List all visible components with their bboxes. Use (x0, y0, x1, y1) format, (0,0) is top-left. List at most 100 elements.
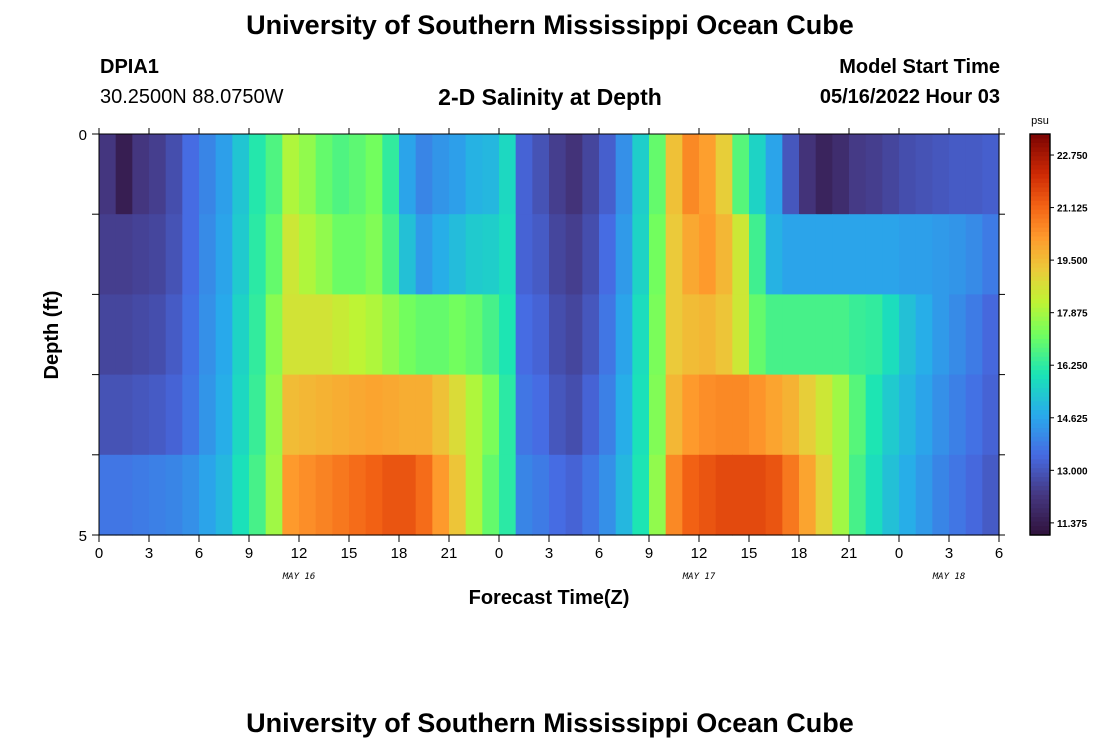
heatmap-cell (265, 294, 283, 376)
colorbar-step (1030, 436, 1050, 443)
colorbar-step (1030, 401, 1050, 407)
heatmap-cell (515, 294, 533, 376)
heatmap-cell (765, 294, 783, 376)
colorbar-step (1030, 379, 1050, 385)
heatmap-cell (749, 454, 767, 536)
heatmap-cell (265, 134, 283, 215)
x-tick-label: 3 (945, 545, 953, 562)
x-tick-label: 9 (245, 545, 253, 562)
heatmap-cell (465, 294, 483, 376)
heatmap-cell (899, 454, 917, 536)
heatmap-cell (265, 374, 283, 456)
colorbar-step (1030, 218, 1050, 224)
colorbar-step (1030, 472, 1050, 478)
heatmap-cell (449, 134, 467, 215)
heatmap-cell (432, 214, 450, 295)
heatmap-cell (332, 294, 350, 376)
colorbar-step (1030, 276, 1050, 282)
heatmap-cell (799, 214, 817, 295)
heatmap-cell (349, 294, 367, 376)
heatmap-cell (549, 374, 567, 456)
heatmap-cell (982, 134, 1000, 215)
x-tick-label: 3 (545, 545, 553, 562)
colorbar-step (1030, 285, 1050, 291)
heatmap-cell (165, 294, 183, 376)
heatmap-cell (99, 134, 117, 215)
heatmap-cell (415, 374, 433, 456)
heatmap-cell (115, 134, 133, 215)
heatmap-cell (382, 454, 400, 536)
heatmap-cell (915, 374, 933, 456)
heatmap-cell (782, 374, 800, 456)
main-title: University of Southern Mississippi Ocean… (246, 10, 854, 40)
heatmap-cell (932, 134, 950, 215)
heatmap-cell (832, 134, 850, 215)
heatmap-cell (599, 294, 617, 376)
heatmap-cell (582, 374, 600, 456)
y-axis-label: Depth (ft) (41, 291, 63, 380)
heatmap-cell (815, 454, 833, 536)
heatmap-axes: 0 3 6 9 12 15 18 21 0 3 6 9 12 15 18 21 0 3 6 MAY 16 MAY 17 M… (79, 127, 1005, 582)
heatmap-cell (132, 454, 150, 536)
heatmap-cell (799, 374, 817, 456)
heatmap-cell (515, 134, 533, 215)
heatmap-cell (449, 214, 467, 295)
heatmap-cell (682, 374, 700, 456)
colorbar-step (1030, 254, 1050, 260)
heatmap-cell (632, 134, 650, 215)
colorbar-step (1030, 187, 1050, 193)
heatmap-cell (749, 134, 767, 215)
heatmap-cell (499, 454, 517, 536)
heatmap-cell (682, 134, 700, 215)
colorbar-step (1030, 325, 1050, 331)
heatmap-cell (232, 454, 250, 536)
heatmap-cell (682, 294, 700, 376)
colorbar-step (1030, 361, 1050, 367)
colorbar-step (1030, 365, 1050, 371)
heatmap-cell (949, 134, 967, 215)
heatmap-cell (832, 294, 850, 376)
heatmap-cell (249, 374, 267, 456)
colorbar-step (1030, 200, 1050, 206)
colorbar-step (1030, 165, 1050, 171)
heatmap-cell (915, 454, 933, 536)
heatmap-cell (982, 374, 1000, 456)
heatmap-cell (382, 214, 400, 295)
colorbar-step (1030, 267, 1050, 273)
colorbar-step (1030, 499, 1050, 505)
heatmap-cell (699, 374, 717, 456)
colorbar-unit-label: psu (1031, 115, 1049, 127)
heatmap-cell (299, 134, 317, 215)
heatmap-cell (599, 454, 617, 536)
colorbar-step (1030, 178, 1050, 184)
heatmap-cell (215, 294, 233, 376)
heatmap-cell (765, 454, 783, 536)
heatmap-cell (382, 294, 400, 376)
heatmap-cell (782, 214, 800, 295)
heatmap-cell (232, 294, 250, 376)
colorbar-step (1030, 183, 1050, 189)
heatmap-cell (349, 374, 367, 456)
heatmap-cell (715, 374, 733, 456)
heatmap-cell (665, 454, 683, 536)
heatmap-cell (99, 454, 117, 536)
heatmap-cell (965, 374, 983, 456)
heatmap-cell (732, 374, 750, 456)
heatmap-cell (849, 134, 867, 215)
model-start-label: Model Start Time (839, 56, 1000, 78)
heatmap-cell (665, 134, 683, 215)
heatmap-cell (315, 294, 333, 376)
colorbar-step (1030, 330, 1050, 336)
colorbar-step (1030, 352, 1050, 358)
heatmap-cell (832, 374, 850, 456)
heatmap-cell (932, 454, 950, 536)
colorbar-step (1030, 160, 1050, 166)
x-tick-label: 12 (291, 545, 308, 562)
heatmap-cell (565, 454, 583, 536)
heatmap-cell (432, 374, 450, 456)
colorbar-step (1030, 517, 1050, 523)
heatmap-cell (299, 454, 317, 536)
heatmap-cell (932, 374, 950, 456)
colorbar-step (1030, 477, 1050, 483)
colorbar-step (1030, 312, 1050, 318)
